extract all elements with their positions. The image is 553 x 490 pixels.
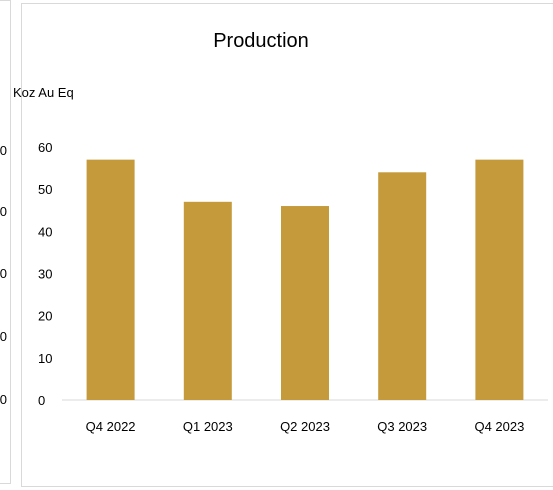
left-tick-label: 0	[0, 329, 7, 344]
x-tick-label: Q1 2023	[183, 419, 233, 434]
x-tick-label: Q2 2023	[280, 419, 330, 434]
y-tick-label: 40	[38, 224, 52, 239]
bar	[86, 159, 135, 400]
y-tick-label: 0	[38, 393, 45, 408]
left-tick-label: 0	[0, 204, 7, 219]
left-tick-label: 0	[0, 266, 7, 281]
y-tick-label: 60	[38, 140, 52, 155]
left-tick-label: 0	[0, 143, 7, 158]
y-tick-label: 50	[38, 182, 52, 197]
bar	[281, 206, 329, 400]
y-tick-label: 10	[38, 351, 52, 366]
y-tick-label: 20	[38, 309, 52, 324]
chart-title: Production	[213, 30, 309, 52]
bar	[183, 201, 232, 400]
left-tick-label: 0	[0, 392, 7, 407]
left-chart-partial: 0 0 0 0 0	[0, 0, 11, 484]
x-tick-label: Q4 2023	[474, 419, 524, 434]
bar	[475, 159, 524, 400]
bar	[378, 172, 427, 400]
x-tick-label: Q3 2023	[377, 419, 427, 434]
y-tick-label: 30	[38, 267, 52, 282]
y-axis-label: Koz Au Eq	[13, 85, 74, 100]
x-tick-label: Q4 2022	[86, 419, 136, 434]
